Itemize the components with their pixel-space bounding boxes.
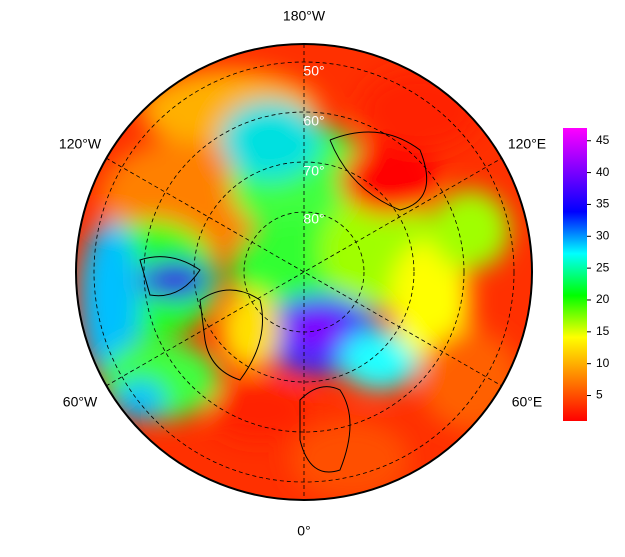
longitude-label: 60°W <box>63 394 98 410</box>
colorbar-tick-label: 25 <box>596 260 610 274</box>
longitude-label: 120°W <box>59 136 102 152</box>
colorbar-tick-label: 15 <box>596 324 610 338</box>
colorbar-tick-label: 20 <box>596 292 610 306</box>
colorbar-tick-label: 45 <box>596 133 610 147</box>
graticule <box>93 44 515 500</box>
colorbar-tick-label: 40 <box>596 165 610 179</box>
colorbar-tick-label: 35 <box>596 197 610 211</box>
colorbar-tick-label: 30 <box>596 228 610 242</box>
longitude-label: 60°E <box>512 394 543 410</box>
latitude-label: 80° <box>303 211 324 227</box>
latitude-label: 50° <box>303 63 324 79</box>
colorbar <box>563 128 587 421</box>
map-boundary <box>75 43 533 501</box>
longitude-label: 0° <box>297 523 310 539</box>
coastlines <box>139 131 428 473</box>
latitude-label: 60° <box>303 113 324 129</box>
latitude-label: 70° <box>303 163 324 179</box>
colorbar-tick-label: 5 <box>596 388 603 402</box>
data-field <box>76 44 532 500</box>
longitude-label: 120°E <box>508 136 546 152</box>
colorbar-tick-label: 10 <box>596 356 610 370</box>
longitude-label: 180°W <box>283 8 326 24</box>
